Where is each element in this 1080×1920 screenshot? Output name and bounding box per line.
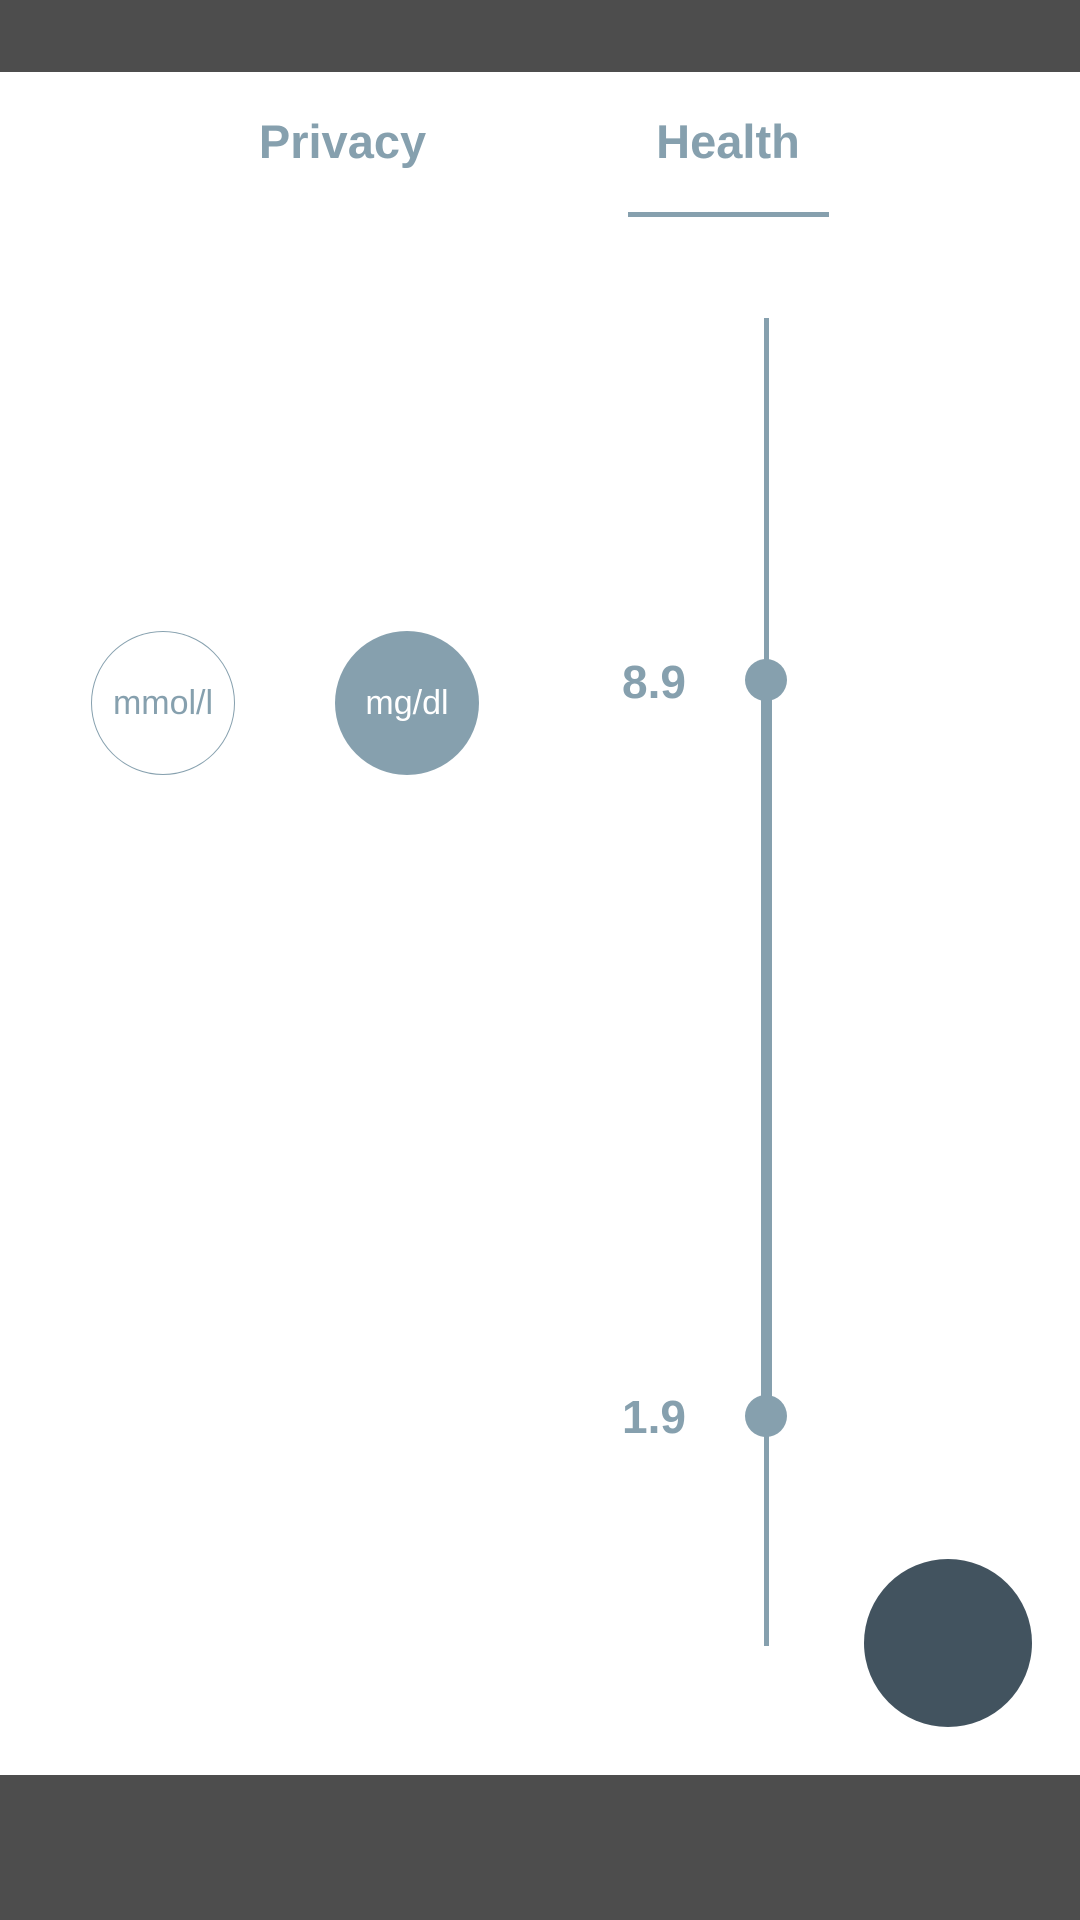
floating-action-button[interactable] (864, 1559, 1032, 1727)
upper-value-label: 8.9 (622, 656, 686, 708)
tab-selected-indicator (628, 212, 829, 217)
tab-health[interactable]: Health (656, 115, 800, 168)
unit-mmol-button[interactable]: mmol/l (91, 631, 235, 775)
lower-value-label: 1.9 (622, 1391, 686, 1443)
unit-mgdl-button[interactable]: mg/dl (335, 631, 479, 775)
range-slider-lower-thumb[interactable] (745, 1395, 787, 1437)
tab-privacy[interactable]: Privacy (258, 115, 427, 168)
range-slider-selected-range (761, 680, 772, 1416)
status-bar (0, 0, 1080, 72)
range-slider-upper-thumb[interactable] (745, 659, 787, 701)
navigation-bar (0, 1775, 1080, 1920)
